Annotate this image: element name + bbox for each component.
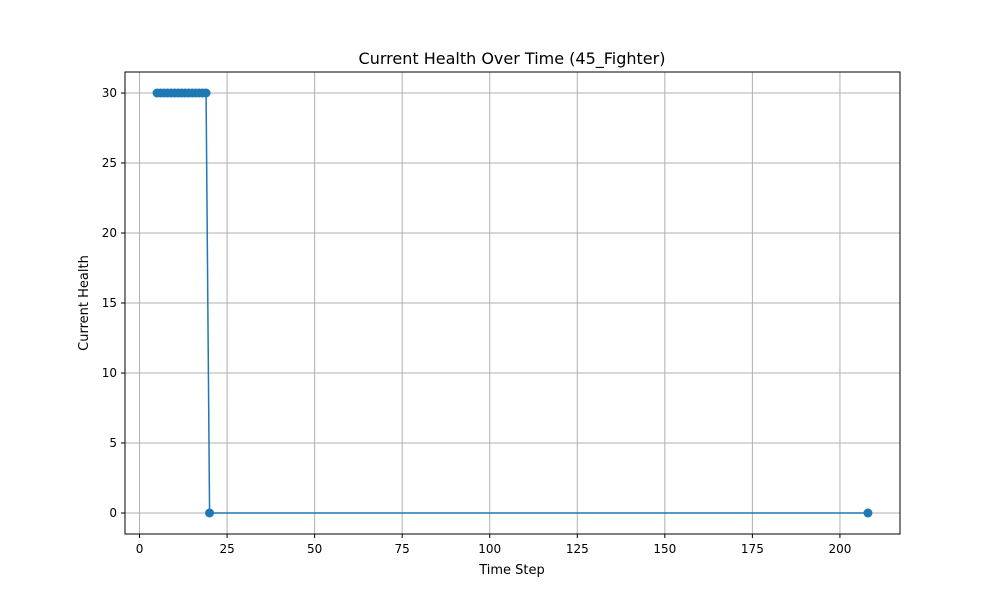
x-tick-label: 175 [741, 542, 764, 556]
data-point [863, 508, 873, 518]
x-tick-label: 125 [566, 542, 589, 556]
x-tick-label: 100 [478, 542, 501, 556]
y-tick-label: 5 [109, 436, 117, 450]
x-tick-label: 50 [307, 542, 322, 556]
x-tick-label: 25 [219, 542, 234, 556]
tick-layer: 0 25 50 75 100 125 150 175 200 0 5 10 15 20 25 30 [102, 86, 852, 556]
y-tick-label: 10 [102, 366, 117, 380]
y-tick-label: 30 [102, 86, 117, 100]
data-point [201, 88, 211, 98]
x-tick-label: 150 [653, 542, 676, 556]
y-axis-label: Current Health [77, 255, 92, 351]
x-tick-label: 0 [136, 542, 144, 556]
x-axis-label: Time Step [478, 563, 545, 578]
y-tick-label: 20 [102, 226, 117, 240]
y-tick-label: 25 [102, 156, 117, 170]
chart-title: Current Health Over Time (45_Fighter) [359, 49, 666, 69]
y-tick-label: 15 [102, 296, 117, 310]
y-tick-label: 0 [109, 506, 117, 520]
data-point [205, 508, 215, 518]
series-layer [152, 88, 873, 518]
x-tick-label: 75 [395, 542, 410, 556]
x-tick-label: 200 [828, 542, 851, 556]
